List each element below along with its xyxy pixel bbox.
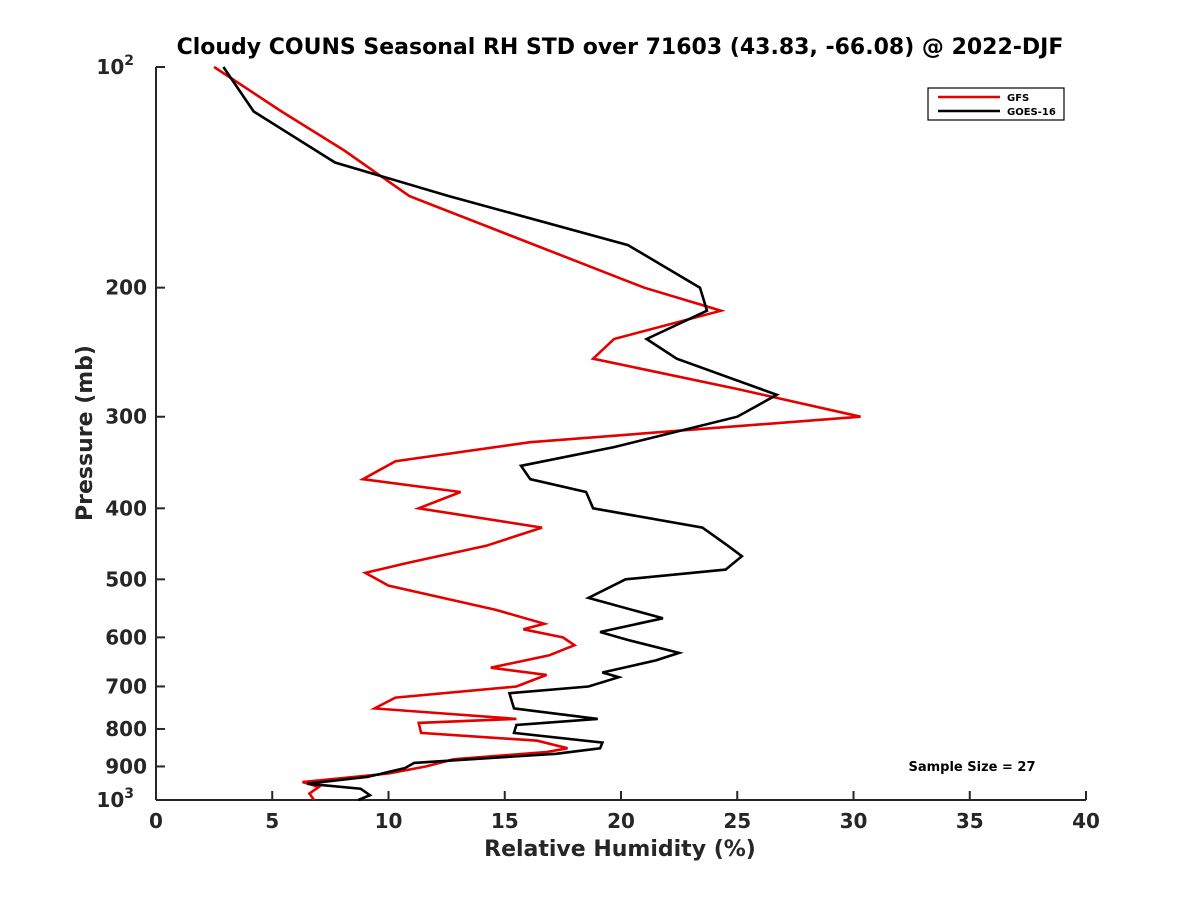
y-tick-label-1000: 103: [96, 786, 134, 812]
y-tick-label-base: 10: [96, 55, 124, 79]
y-tick-label-700: 700: [105, 674, 147, 698]
x-tick-label-10: 10: [375, 809, 403, 833]
x-tick-label-30: 30: [840, 809, 868, 833]
y-tick-label-base: 10: [96, 788, 124, 812]
x-tick-label-25: 25: [723, 809, 751, 833]
legend-box: [927, 87, 1065, 121]
sample-size-annotation: Sample Size = 27: [908, 760, 1035, 775]
y-tick-label-800: 800: [105, 717, 147, 741]
x-tick-label-0: 0: [149, 809, 163, 833]
y-tick-label-600: 600: [105, 625, 147, 649]
series-layer: [213, 65, 861, 802]
series-goes-16: [222, 66, 780, 802]
y-tick-label-200: 200: [105, 276, 147, 300]
x-tick-label-40: 40: [1072, 809, 1100, 833]
y-tick-label-300: 300: [105, 405, 147, 429]
legend-label-goes-16: GOES-16: [1007, 107, 1056, 118]
x-axis-ticks: 0 5 10 15 20 25 30 35 40: [149, 791, 1100, 833]
x-tick-label-20: 20: [607, 809, 635, 833]
series-line-goes-16: [222, 66, 780, 802]
y-tick-label-100: 102: [96, 53, 134, 79]
legend-label-gfs: GFS: [1007, 93, 1029, 104]
x-tick-label-15: 15: [491, 809, 519, 833]
legend: GFS GOES-16: [927, 87, 1065, 121]
y-tick-label-900: 900: [105, 754, 147, 778]
y-tick-label-exponent: 2: [124, 53, 134, 69]
y-tick-label-500: 500: [105, 567, 147, 591]
series-line-gfs: [213, 65, 861, 801]
x-tick-label-5: 5: [265, 809, 279, 833]
x-axis-title: Relative Humidity (%): [484, 837, 756, 862]
series-gfs: [213, 65, 861, 801]
x-tick-label-35: 35: [956, 809, 984, 833]
y-axis-title: Pressure (mb): [73, 345, 98, 521]
y-tick-label-400: 400: [105, 496, 147, 520]
y-tick-label-exponent: 3: [124, 786, 134, 802]
chart-title: Cloudy COUNS Seasonal RH STD over 71603 …: [177, 35, 1064, 60]
